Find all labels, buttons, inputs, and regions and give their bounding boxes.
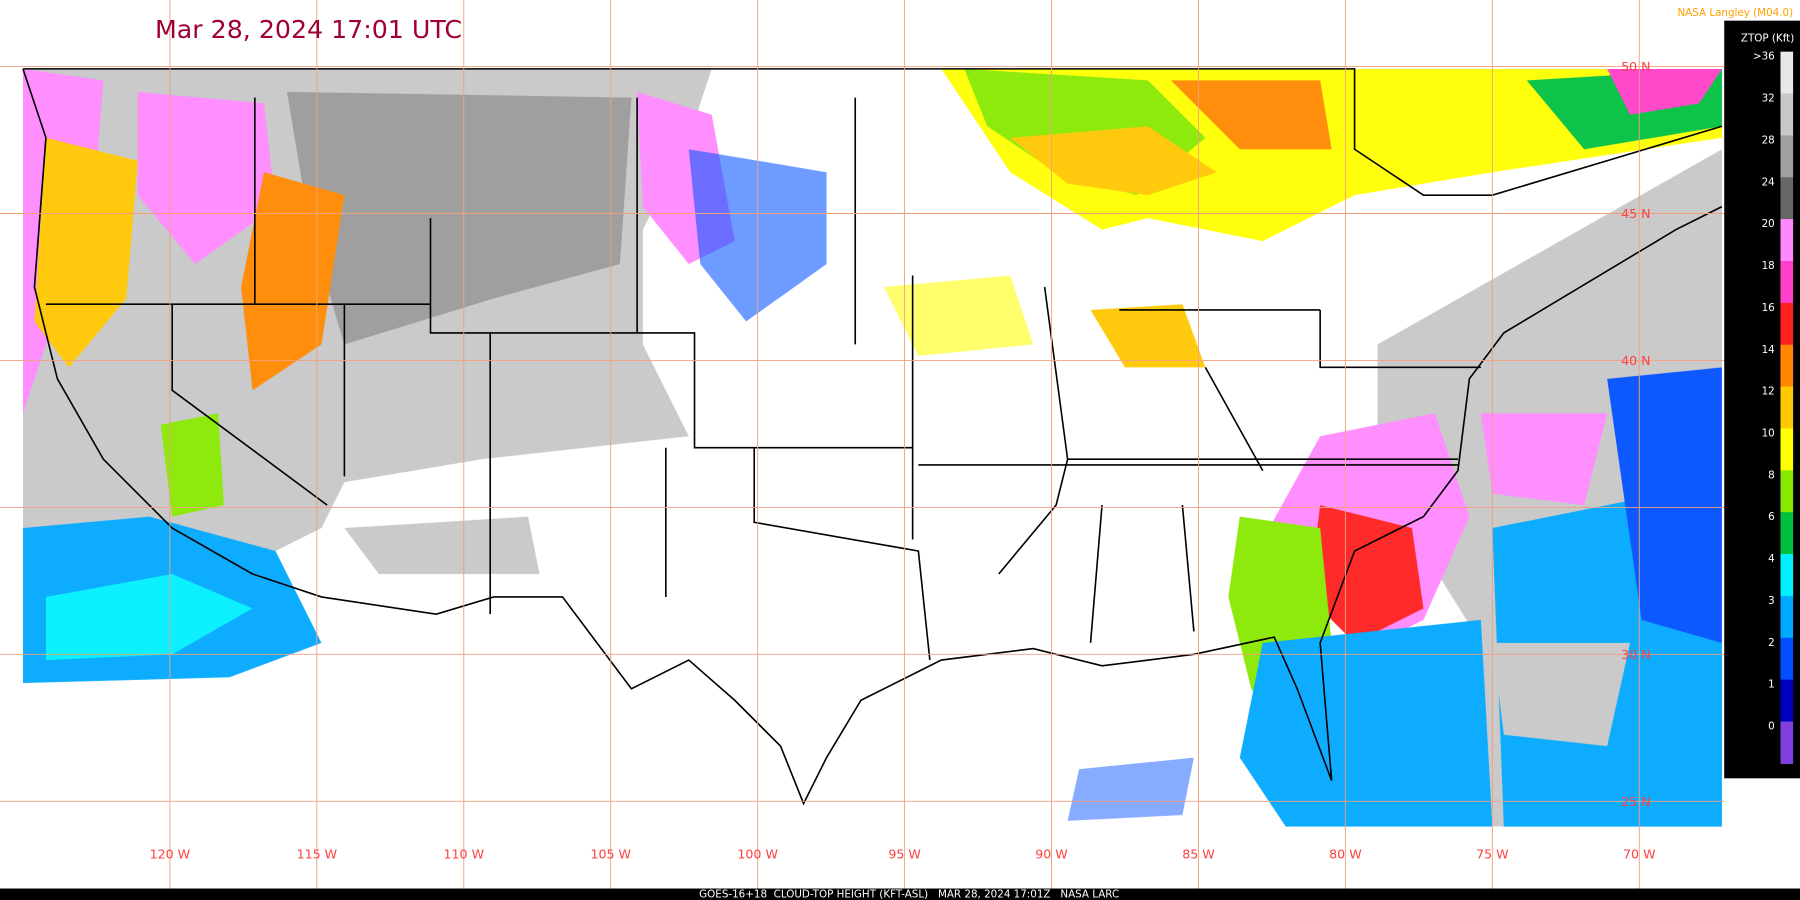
legend-swatch [1780,51,1794,95]
longitude-label: 95 W [888,847,921,862]
northern-border [22,68,1723,196]
legend-swatch [1780,428,1794,471]
legend-label: 24 [1762,176,1775,188]
legend-label: 12 [1762,386,1775,398]
longitude-label: 100 W [737,847,778,862]
boundaries [22,68,1723,806]
legend-label: >36 [1753,51,1775,63]
longitude-label: 105 W [590,847,631,862]
legend-label: 1 [1768,679,1775,691]
longitude-label: 85 W [1182,847,1215,862]
longitude-label: 120 W [150,847,191,862]
legend-label: 0 [1768,721,1775,733]
timestamp-title: Mar 28, 2024 17:01 UTC [155,15,462,44]
legend-swatch [1780,260,1794,304]
footer-bar [0,888,1800,900]
legend-label: 4 [1768,553,1775,565]
longitude-label: 115 W [297,847,338,862]
lat-lon-grid [0,0,1725,889]
legend-title: ZTOP (Kft) [1741,32,1794,44]
legend-swatch [1780,177,1794,220]
coastline [22,68,1723,806]
latitude-label: 50 N [1621,59,1651,74]
latitude-label: 40 N [1621,353,1651,368]
legend-label: 3 [1768,595,1775,607]
legend-swatch [1780,386,1794,430]
legend-label: 16 [1762,302,1775,314]
cloud-field [22,68,1722,827]
legend-swatch [1780,721,1794,764]
credit: NASA Langley (M04.0) [1677,7,1793,19]
legend-swatch [1780,554,1794,597]
longitude-label: 80 W [1329,847,1362,862]
legend-label: 2 [1768,637,1775,649]
legend-swatch [1780,219,1794,262]
latitude-label: 25 N [1621,794,1651,809]
legend-label: 28 [1762,134,1775,146]
legend-swatch [1780,679,1794,723]
legend-swatch [1780,637,1794,681]
legend-label: 18 [1762,260,1775,272]
legend-label: 8 [1768,469,1775,481]
legend-label: 32 [1762,93,1775,105]
legend-swatch [1780,135,1794,178]
latitude-label: 30 N [1621,647,1651,662]
legend-swatch [1780,595,1794,639]
latitude-label: 45 N [1621,206,1651,221]
legend-label: 10 [1762,427,1775,439]
longitude-label: 70 W [1623,847,1656,862]
footer: GOES-16+18 CLOUD-TOP HEIGHT (KFT-ASL) MA… [699,889,1119,900]
longitude-label: 90 W [1035,847,1068,862]
legend-swatch [1780,93,1794,136]
legend-swatch [1780,344,1794,388]
state-borders [45,97,1481,661]
legend-swatch [1780,512,1794,555]
legend-swatch [1780,470,1794,513]
longitude-label: 75 W [1476,847,1509,862]
legend-label: 20 [1762,218,1775,230]
longitude-label: 110 W [444,847,485,862]
legend-label: 6 [1768,511,1775,523]
legend-label: 14 [1762,344,1775,356]
legend-swatch [1780,302,1794,346]
